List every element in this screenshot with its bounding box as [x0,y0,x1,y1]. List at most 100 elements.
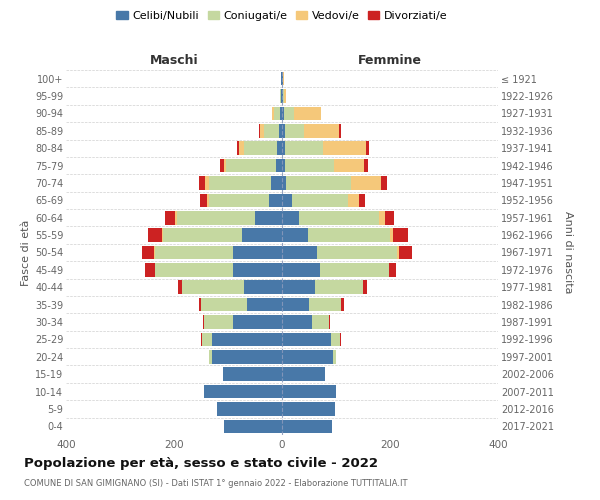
Bar [294,106,321,120]
Bar [233,263,282,276]
Bar [247,298,282,312]
Bar [316,280,363,294]
Bar [224,159,226,172]
Bar [199,298,201,312]
Bar [277,142,282,155]
Bar [282,385,336,398]
Bar [264,124,280,138]
Text: Popolazione per età, sesso e stato civile - 2022: Popolazione per età, sesso e stato civil… [24,458,378,470]
Bar [244,280,282,294]
Bar [154,246,155,260]
Bar [161,228,163,242]
Bar [199,176,205,190]
Legend: Celibi/Nubili, Coniugati/e, Vedovi/e, Divorziati/e: Celibi/Nubili, Coniugati/e, Vedovi/e, Di… [116,10,448,20]
Bar [385,211,394,224]
Bar [389,263,397,276]
Bar [182,280,244,294]
Bar [317,246,397,260]
Bar [212,350,282,364]
Bar [241,228,282,242]
Bar [271,176,282,190]
Bar [331,332,340,346]
Bar [351,176,381,190]
Bar [165,211,175,224]
Bar [299,211,379,224]
Bar [285,142,323,155]
Bar [334,350,336,364]
Y-axis label: Fasce di età: Fasce di età [20,220,31,286]
Bar [282,176,286,190]
Bar [309,298,341,312]
Bar [323,142,366,155]
Bar [285,124,304,138]
Text: Maschi: Maschi [149,54,199,66]
Bar [359,194,365,207]
Bar [176,211,255,224]
Bar [209,194,269,207]
Bar [259,124,260,138]
Bar [320,263,389,276]
Bar [399,246,412,260]
Bar [341,298,344,312]
Bar [282,159,285,172]
Bar [209,176,271,190]
Bar [209,350,212,364]
Bar [204,385,282,398]
Bar [274,106,280,120]
Bar [379,211,385,224]
Bar [148,228,161,242]
Bar [282,368,325,381]
Bar [220,159,224,172]
Bar [329,315,330,329]
Bar [205,176,209,190]
Bar [239,142,244,155]
Bar [260,124,264,138]
Bar [155,246,233,260]
Bar [286,176,351,190]
Bar [283,90,284,103]
Bar [282,246,317,260]
Bar [233,246,282,260]
Y-axis label: Anni di nascita: Anni di nascita [563,211,573,294]
Bar [201,298,247,312]
Text: Femmine: Femmine [358,54,422,66]
Bar [364,159,368,172]
Bar [280,124,282,138]
Bar [292,194,349,207]
Bar [163,228,241,242]
Bar [304,124,339,138]
Bar [349,194,359,207]
Bar [282,142,285,155]
Bar [175,211,176,224]
Bar [397,246,399,260]
Bar [284,90,286,103]
Bar [282,211,299,224]
Bar [381,176,388,190]
Bar [284,106,294,120]
Bar [338,124,341,138]
Bar [142,246,154,260]
Bar [255,211,282,224]
Bar [366,142,369,155]
Bar [223,368,282,381]
Bar [312,315,329,329]
Bar [282,263,320,276]
Bar [217,402,282,415]
Bar [282,280,316,294]
Bar [283,72,284,86]
Bar [334,159,364,172]
Bar [233,315,282,329]
Bar [281,90,282,103]
Bar [202,332,212,346]
Bar [390,228,392,242]
Bar [207,194,209,207]
Bar [282,298,309,312]
Bar [282,124,285,138]
Bar [282,402,335,415]
Text: COMUNE DI SAN GIMIGNANO (SI) - Dati ISTAT 1° gennaio 2022 - Elaborazione TUTTITA: COMUNE DI SAN GIMIGNANO (SI) - Dati ISTA… [24,479,407,488]
Bar [282,228,308,242]
Bar [155,263,233,276]
Bar [269,194,282,207]
Bar [282,332,331,346]
Bar [212,332,282,346]
